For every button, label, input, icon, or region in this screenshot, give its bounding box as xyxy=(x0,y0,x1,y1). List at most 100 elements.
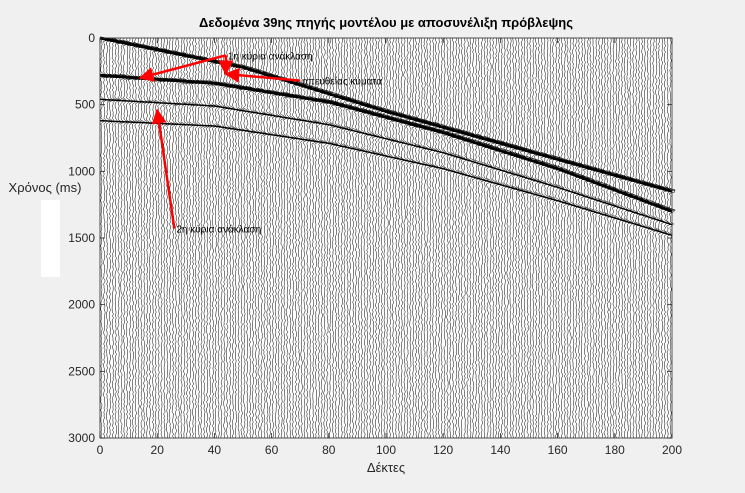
trace-196 xyxy=(657,37,667,438)
trace-197 xyxy=(660,37,670,439)
trace-134 xyxy=(480,37,490,439)
trace-62 xyxy=(274,37,284,439)
trace-157 xyxy=(545,37,556,439)
trace-123 xyxy=(447,38,458,439)
annotation-arrow xyxy=(224,67,301,83)
trace-65 xyxy=(282,37,293,439)
trace-3 xyxy=(105,37,115,439)
trace-187 xyxy=(630,38,641,439)
y-tick-label: 1500 xyxy=(68,231,95,245)
annotation-label: 1η κύρια ανάκλαση xyxy=(228,50,313,62)
trace-52 xyxy=(245,37,254,439)
trace-190 xyxy=(640,37,650,439)
x-tick-label: 40 xyxy=(208,443,222,457)
trace-109 xyxy=(408,37,418,439)
trace-163 xyxy=(563,37,572,438)
trace-177 xyxy=(602,37,613,439)
y-tick-label: 0 xyxy=(88,31,95,45)
trace-71 xyxy=(299,37,309,439)
trace-108 xyxy=(404,37,414,439)
trace-174 xyxy=(594,37,604,439)
trace-142 xyxy=(503,37,513,439)
trace-144 xyxy=(508,37,519,438)
trace-95 xyxy=(368,37,377,439)
trace-125 xyxy=(453,37,462,439)
trace-171 xyxy=(585,37,596,439)
annotation-arrow xyxy=(151,108,176,229)
event-1 xyxy=(99,36,673,193)
trace-120 xyxy=(438,37,450,439)
trace-50 xyxy=(239,37,249,439)
trace-132 xyxy=(474,37,483,439)
trace-104 xyxy=(394,37,404,439)
trace-129 xyxy=(465,37,476,439)
trace-99 xyxy=(380,37,390,439)
trace-11 xyxy=(127,37,138,439)
trace-133 xyxy=(477,37,487,439)
trace-131 xyxy=(471,37,481,439)
trace-152 xyxy=(531,37,540,439)
trace-111 xyxy=(413,38,424,439)
trace-186 xyxy=(628,37,638,439)
trace-198 xyxy=(662,37,672,439)
annotations: 1η κύρια ανάκλαση απευθείας κύματα 2η κύρι… xyxy=(138,50,382,236)
trace-56 xyxy=(256,37,268,439)
trace-12 xyxy=(131,37,141,439)
trace-173 xyxy=(591,37,601,439)
trace-17 xyxy=(145,38,154,438)
y-tick-label: 2000 xyxy=(68,298,95,312)
trace-89 xyxy=(350,37,360,439)
trace-64 xyxy=(280,37,290,439)
trace-58 xyxy=(262,37,272,439)
y-tick-label: 3000 xyxy=(68,431,95,445)
trace-153 xyxy=(534,37,544,439)
trace-18 xyxy=(148,37,159,439)
event-4 xyxy=(99,119,673,237)
trace-14 xyxy=(137,37,146,439)
trace-180 xyxy=(611,38,620,439)
trace-10 xyxy=(125,37,135,439)
trace-98 xyxy=(376,37,386,439)
trace-79 xyxy=(322,37,333,439)
trace-164 xyxy=(566,37,576,439)
trace-158 xyxy=(548,37,559,439)
trace-42 xyxy=(217,37,227,439)
x-tick-label: 180 xyxy=(605,443,625,457)
annotation-label: απευθείας κύματα xyxy=(302,76,382,88)
trace-76 xyxy=(314,37,325,439)
x-tick-label: 80 xyxy=(322,443,336,457)
trace-39 xyxy=(208,37,217,439)
trace-61 xyxy=(271,37,279,439)
trace-90 xyxy=(353,37,364,439)
trace-162 xyxy=(560,37,569,439)
trace-170 xyxy=(582,37,591,438)
trace-185 xyxy=(625,37,633,439)
trace-80 xyxy=(325,38,335,439)
trace-38 xyxy=(205,37,215,439)
trace-59 xyxy=(265,37,275,439)
trace-48 xyxy=(233,37,244,439)
trace-87 xyxy=(345,37,355,439)
trace-124 xyxy=(451,37,461,439)
trace-77 xyxy=(317,37,327,439)
event-2 xyxy=(99,73,673,213)
x-axis-label: Δέκτες xyxy=(367,460,405,475)
trace-182 xyxy=(617,37,627,439)
axes-background xyxy=(100,38,672,438)
trace-49 xyxy=(236,37,247,439)
trace-70 xyxy=(297,37,306,439)
trace-100 xyxy=(382,37,390,439)
trace-165 xyxy=(568,37,577,439)
trace-167 xyxy=(574,37,584,439)
trace-189 xyxy=(637,37,647,439)
trace-27 xyxy=(174,37,184,439)
trace-47 xyxy=(231,37,241,439)
trace-179 xyxy=(608,37,618,439)
chart-title: Δεδομένα 39ης πηγής μοντέλου με αποσυνέλ… xyxy=(199,15,573,30)
trace-53 xyxy=(248,37,258,439)
trace-151 xyxy=(529,37,538,439)
trace-135 xyxy=(482,37,493,439)
trace-16 xyxy=(142,37,152,439)
trace-195 xyxy=(654,38,664,439)
